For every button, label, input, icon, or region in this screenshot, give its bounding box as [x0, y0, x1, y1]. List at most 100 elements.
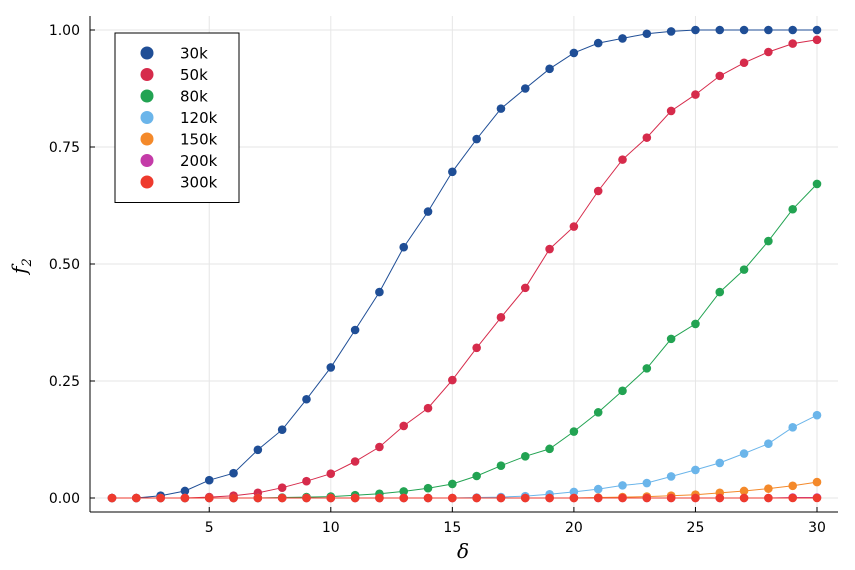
data-point: [375, 493, 384, 503]
data-point: [472, 343, 481, 353]
data-point: [204, 475, 214, 485]
data-point: [399, 487, 409, 496]
data-point: [326, 363, 336, 372]
data-point: [764, 484, 773, 493]
data-point: [666, 472, 676, 481]
data-point: [569, 222, 579, 231]
legend-entry-label: 50k: [180, 66, 208, 84]
x-axis-label: δ: [457, 539, 469, 563]
data-point: [666, 334, 676, 344]
y-tick-label: 0.00: [49, 491, 80, 507]
data-point: [277, 425, 287, 434]
y-axis-label-subscript: 2: [20, 258, 35, 267]
x-tick-label: 5: [205, 520, 214, 536]
data-point: [764, 25, 773, 35]
y-tick-label: 0.50: [49, 257, 80, 273]
x-tick-label: 10: [322, 520, 340, 536]
data-point: [520, 493, 530, 503]
data-point: [107, 493, 117, 503]
data-point: [764, 439, 773, 449]
data-point: [812, 179, 822, 189]
data-point: [326, 493, 336, 503]
legend-box: [114, 32, 240, 203]
data-point: [788, 481, 797, 491]
data-point: [132, 493, 141, 503]
data-point: [715, 458, 725, 468]
data-point: [691, 465, 700, 475]
data-point: [812, 35, 822, 45]
data-point: [739, 449, 749, 458]
series-group: [107, 25, 822, 503]
legend-marker: [140, 46, 154, 60]
data-point: [618, 493, 627, 503]
data-point: [739, 493, 749, 503]
data-point: [350, 493, 360, 503]
data-point: [764, 493, 773, 503]
data-point: [593, 408, 603, 417]
data-point: [593, 38, 603, 48]
data-point: [253, 445, 263, 455]
data-point: [642, 364, 652, 373]
legend-marker: [140, 68, 154, 81]
data-point: [448, 375, 457, 385]
data-point: [204, 493, 214, 503]
data-point: [569, 487, 579, 497]
data-point: [399, 493, 409, 503]
legend-entry-label: 300k: [180, 174, 218, 192]
series-120k: [107, 410, 822, 503]
data-point: [788, 39, 797, 48]
data-point: [423, 207, 433, 216]
data-point: [812, 410, 822, 420]
data-point: [788, 423, 797, 432]
series-150k: [107, 477, 822, 503]
data-point: [423, 403, 433, 413]
data-point: [812, 25, 822, 35]
y-tick-label: 1.00: [49, 23, 80, 39]
data-point: [618, 386, 627, 396]
data-point: [302, 493, 311, 503]
data-point: [593, 186, 603, 196]
data-point: [399, 242, 409, 252]
series-line: [112, 414, 818, 499]
data-point: [788, 204, 797, 214]
data-point: [739, 265, 749, 274]
data-point: [569, 48, 579, 58]
svg-text:f2: f2: [7, 258, 35, 276]
data-point: [472, 134, 481, 144]
data-point: [569, 427, 579, 436]
data-point: [715, 71, 725, 81]
data-point: [691, 90, 700, 99]
data-point: [423, 493, 433, 503]
data-point: [715, 287, 725, 297]
data-point: [350, 325, 360, 335]
legend-entry-label: 120k: [180, 109, 218, 127]
data-point: [569, 493, 579, 503]
data-point: [642, 133, 652, 142]
data-point: [496, 313, 506, 322]
data-point: [448, 479, 457, 489]
y-tick-label: 0.25: [49, 374, 80, 390]
data-point: [350, 457, 360, 466]
data-point: [302, 394, 311, 404]
data-point: [229, 493, 238, 503]
data-point: [448, 493, 457, 503]
data-point: [691, 493, 700, 503]
data-point: [666, 493, 676, 503]
data-point: [545, 444, 554, 454]
data-point: [812, 493, 822, 503]
data-point: [739, 58, 749, 68]
x-tick-label: 15: [443, 520, 461, 536]
data-point: [642, 29, 652, 39]
data-point: [472, 493, 481, 503]
x-tick-label: 30: [808, 520, 826, 536]
data-point: [253, 493, 263, 503]
data-point: [739, 486, 749, 496]
data-point: [691, 319, 700, 329]
y-axis-label: f2: [7, 258, 35, 276]
data-point: [520, 283, 530, 293]
data-point: [496, 461, 506, 471]
x-tick-label: 20: [565, 520, 583, 536]
data-point: [715, 493, 725, 503]
data-point: [642, 478, 652, 488]
data-point: [180, 486, 190, 496]
